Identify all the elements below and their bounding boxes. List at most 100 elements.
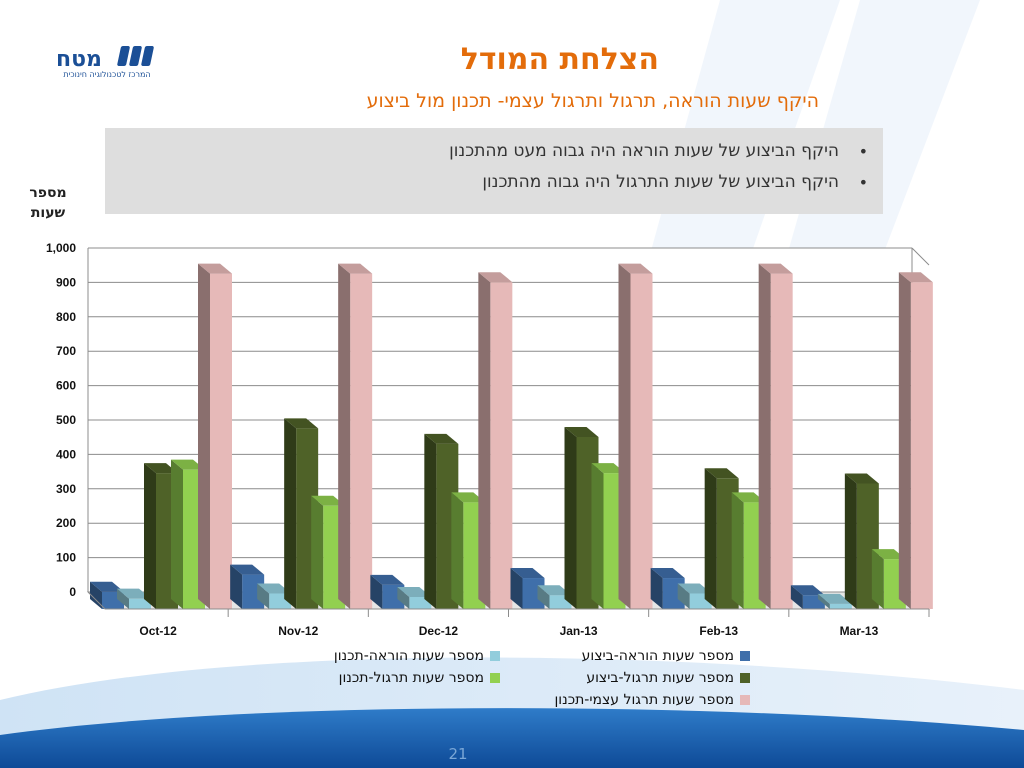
bar-side [871, 549, 884, 609]
bullet-item: היקף הביצוע של שעות הוראה היה גבוה מעט מ… [105, 136, 883, 167]
bar-top [537, 585, 572, 596]
bar-top [898, 272, 933, 283]
bar-top [564, 427, 599, 437]
bar-side [90, 581, 102, 609]
bar-top [144, 463, 178, 474]
bar-top [397, 586, 432, 597]
legend-label: מספר שעות הוראה-ביצוע [581, 648, 734, 664]
legend-label: מספר שעות תרגול-ביצוע [586, 670, 734, 686]
legend-swatch [490, 651, 500, 661]
bar-side [844, 473, 857, 609]
bar-side [171, 459, 183, 609]
legend-swatch [740, 695, 750, 705]
y-axis-label-line: שעות [30, 205, 66, 221]
floor-left-edge [87, 591, 106, 610]
bullet-item: היקף הביצוע של שעות התרגול היה גבוה מהתכ… [105, 167, 883, 198]
bar-side [230, 564, 243, 609]
logo-wordmark: מטח [56, 47, 102, 72]
bar-side [591, 463, 604, 609]
bar-top [311, 495, 346, 506]
bar-side [198, 263, 210, 609]
bar-top [284, 418, 319, 429]
bar-top [731, 492, 766, 503]
y-tick-label: 400 [56, 447, 76, 461]
legend-swatch [740, 673, 750, 683]
legend-item: מספר שעות תרגול-ביצוע [586, 670, 750, 686]
bar-top [790, 585, 825, 596]
bar-side [424, 433, 437, 609]
bar-side [338, 263, 351, 609]
bar-top [370, 574, 405, 585]
y-tick-label: 300 [56, 482, 76, 496]
legend-label: מספר שעות תרגול עצמי-תכנון [554, 692, 734, 708]
bar-top [198, 263, 232, 274]
bar-side [284, 418, 297, 609]
x-tick-label: Dec-12 [419, 624, 459, 638]
bar-top [758, 263, 793, 274]
legend-swatch [740, 651, 750, 661]
bar-top [257, 583, 292, 594]
bar-side [397, 586, 410, 609]
y-tick-label: 600 [56, 379, 76, 393]
bar-top [451, 492, 486, 503]
bar-top [817, 593, 852, 604]
y-tick-label: 200 [56, 516, 76, 530]
bar-side [704, 468, 717, 609]
bar-side [758, 263, 771, 609]
x-tick-label: Feb-13 [699, 624, 738, 638]
bar-top [90, 581, 124, 592]
bar [490, 282, 513, 609]
bar-side [790, 585, 803, 609]
y-tick-label: 100 [56, 551, 76, 565]
bar-top [424, 433, 459, 444]
y-tick-label: 1,000 [46, 241, 76, 255]
bar [350, 273, 373, 609]
legend-label: מספר שעות תרגול-תכנון [338, 670, 484, 686]
bar-side [370, 574, 383, 609]
y-tick-label: 700 [56, 344, 76, 358]
bar [829, 603, 852, 609]
slide-subtitle: היקף שעות הוראה, תרגול ותרגול עצמי- תכנו… [366, 90, 819, 112]
bar-top [171, 459, 205, 470]
page-number: 21 [448, 745, 468, 763]
bar [242, 574, 265, 609]
bar-top [230, 564, 265, 575]
legend-label: מספר שעות הוראה-תכנון [333, 648, 484, 664]
bar-top [338, 263, 373, 274]
bar-side [898, 272, 911, 609]
legend-item: מספר שעות תרגול עצמי-תכנון [554, 692, 750, 708]
bar-top [117, 588, 151, 599]
bar [210, 273, 232, 609]
bar [129, 598, 151, 609]
bar-side [817, 593, 830, 609]
slide-title: הצלחת המודל [460, 42, 659, 77]
bar-top [677, 583, 712, 594]
y-tick-label: 900 [56, 275, 76, 289]
chart-legend: מספר שעות הוראה-ביצוע מספר שעות הוראה-תכנ… [270, 648, 750, 710]
x-tick-label: Mar-13 [840, 624, 879, 638]
bar-top [704, 468, 739, 479]
logo-icon: מטח [56, 46, 154, 72]
bar [770, 273, 793, 609]
bar-top [871, 549, 906, 560]
legend-item: מספר שעות הוראה-תכנון [334, 648, 500, 664]
y-tick-label: 800 [56, 310, 76, 324]
y-axis-label: מספר שעות [24, 183, 72, 223]
bar-chart: 0 100 200 300 400 500 600 700 800 900 1,000 Oct-12 N… [46, 241, 933, 638]
bar-side [537, 585, 550, 609]
bullet-list: היקף הביצוע של שעות הוראה היה גבוה מעט מ… [105, 136, 883, 198]
bar-top [510, 568, 545, 579]
bar-side [618, 263, 631, 609]
bar-top [478, 272, 513, 283]
bar-side [451, 492, 464, 609]
legend-item: מספר שעות תרגול-תכנון [339, 670, 500, 686]
bullet-box: היקף הביצוע של שעות הוראה היה גבוה מעט מ… [105, 128, 883, 214]
bar-top [650, 568, 685, 579]
logo-caption: המרכז לטכנולוגיה חינוכית [63, 70, 151, 79]
y-tick-label: 0 [69, 585, 76, 599]
bar-top [844, 473, 879, 484]
bar-side [478, 272, 491, 609]
bar-side [257, 583, 270, 609]
bar-side [677, 583, 690, 609]
bar-side [564, 427, 577, 609]
